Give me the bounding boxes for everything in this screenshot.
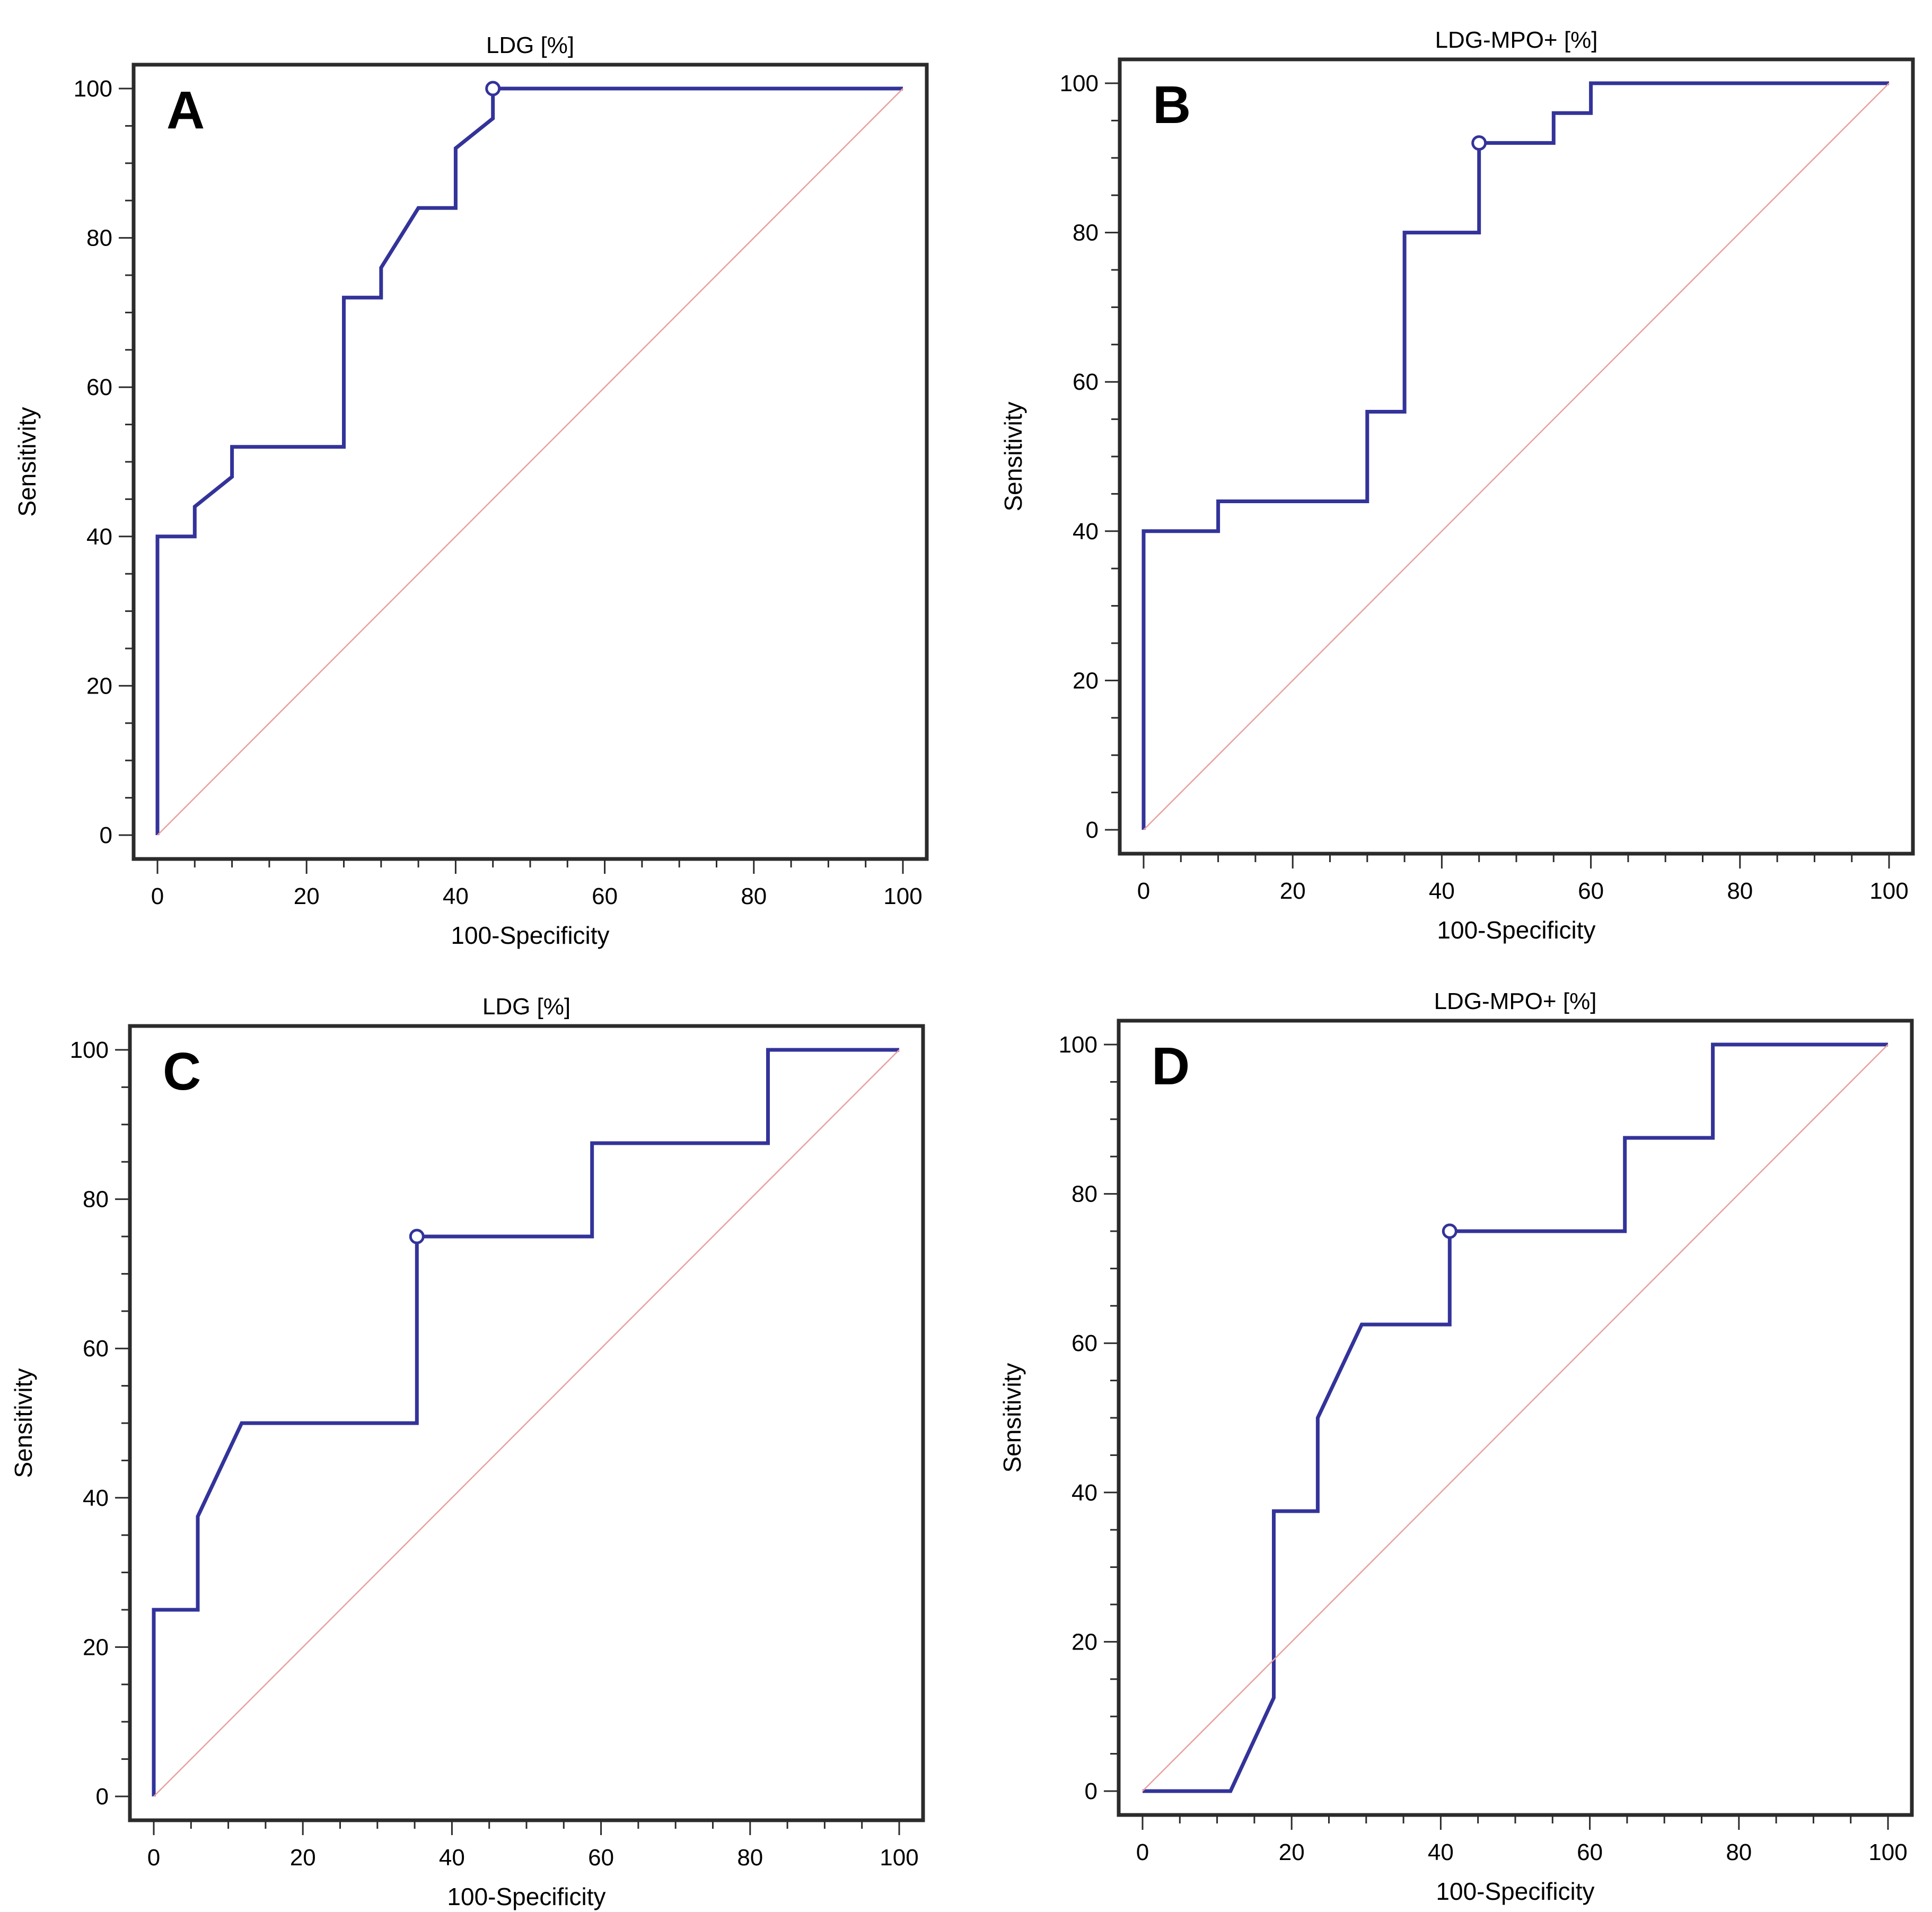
reference-diagonal-line	[1142, 1044, 1889, 1792]
x-tick-label: 20	[290, 1845, 316, 1871]
x-tick-label: 0	[1137, 878, 1150, 904]
y-tick-label: 60	[1072, 1330, 1097, 1356]
reference-diagonal-line	[157, 88, 903, 836]
roc-curve-line	[1143, 1042, 1888, 1793]
x-tick-label: 60	[1578, 878, 1604, 904]
chart-title: LDG [%]	[486, 32, 574, 58]
y-axis-label: Sensitivity	[998, 1363, 1026, 1472]
y-tick-label: 100	[74, 76, 112, 102]
panel-letter: A	[166, 81, 205, 140]
y-axis-label: Sensitivity	[13, 407, 41, 516]
y-tick-label: 20	[1072, 1629, 1097, 1655]
y-tick-label: 0	[96, 1784, 109, 1810]
y-tick-label: 0	[1085, 1778, 1097, 1804]
y-tick-label: 40	[1073, 519, 1099, 545]
x-tick-label: 40	[1429, 878, 1455, 904]
y-axis-label: Sensitivity	[999, 401, 1027, 511]
x-tick-label: 80	[1727, 878, 1753, 904]
cutoff-marker	[485, 81, 501, 97]
chart-title: LDG-MPO+ [%]	[1434, 988, 1597, 1014]
y-tick-label: 80	[86, 225, 112, 251]
roc-curve-line	[155, 86, 903, 835]
x-tick-label: 40	[443, 883, 469, 909]
x-tick-label: 80	[1726, 1839, 1752, 1865]
x-tick-label: 60	[592, 883, 618, 909]
x-tick-label: 40	[1428, 1839, 1454, 1865]
panel-a: LDG [%] A 0 20 40 60 80 100 0 20 40 60 80 100 100-Spec…	[13, 32, 929, 949]
y-tick-label: 0	[100, 822, 112, 848]
panel-d: LDG-MPO+ [%] D 0 20 40 60 80 100 0 20 40 60 80 100 100…	[998, 988, 1914, 1905]
panel-b: LDG-MPO+ [%] B 0 20 40 60 80 100 0 20 40 60 80 100 100…	[999, 27, 1915, 944]
x-tick-label: 100	[1868, 1839, 1907, 1865]
y-tick-label: 40	[83, 1485, 109, 1511]
panel-c: LDG [%] C 0 20 40 60 80 100 0 20 40 60 80 100 100-Spec…	[10, 994, 925, 1910]
x-tick-label: 80	[737, 1845, 763, 1871]
x-tick-label: 0	[147, 1845, 160, 1871]
x-tick-label: 20	[294, 883, 320, 909]
panel-letter: B	[1153, 75, 1191, 135]
y-tick-label: 40	[1072, 1480, 1097, 1506]
panel-letter: C	[163, 1042, 201, 1101]
y-tick-label: 0	[1086, 817, 1099, 843]
x-tick-label: 60	[588, 1845, 614, 1871]
y-tick-label: 100	[70, 1037, 109, 1063]
x-tick-label: 60	[1577, 1839, 1603, 1865]
chart-title: LDG [%]	[482, 994, 570, 1020]
y-tick-label: 40	[86, 524, 112, 550]
cutoff-marker	[409, 1229, 425, 1244]
y-tick-label: 80	[1072, 1181, 1097, 1207]
y-tick-label: 20	[86, 673, 112, 699]
cutoff-marker	[1471, 135, 1487, 151]
y-tick-label: 80	[1073, 220, 1099, 246]
x-tick-label: 0	[1136, 1839, 1149, 1865]
y-tick-label: 100	[1060, 71, 1099, 97]
y-tick-label: 80	[83, 1187, 109, 1213]
chart-title: LDG-MPO+ [%]	[1435, 27, 1598, 53]
x-tick-label: 20	[1279, 1839, 1305, 1865]
x-tick-label: 100	[1869, 878, 1908, 904]
y-tick-label: 60	[1073, 369, 1099, 395]
reference-diagonal-line	[153, 1049, 900, 1797]
y-tick-label: 60	[86, 374, 112, 400]
roc-curve-line	[152, 1048, 899, 1796]
x-tick-label: 20	[1280, 878, 1306, 904]
y-tick-label: 20	[1073, 668, 1099, 694]
x-tick-label: 100	[880, 1845, 918, 1871]
panel-letter: D	[1152, 1037, 1190, 1096]
x-axis-label: 100-Specificity	[1436, 1878, 1594, 1905]
x-axis-label: 100-Specificity	[447, 1883, 605, 1910]
reference-diagonal-line	[1143, 83, 1890, 830]
roc-curve-line	[1141, 81, 1889, 830]
x-tick-label: 100	[883, 883, 922, 909]
y-axis-label: Sensitivity	[10, 1368, 37, 1478]
x-tick-label: 0	[151, 883, 164, 909]
y-tick-label: 20	[83, 1634, 109, 1660]
y-tick-label: 100	[1059, 1032, 1097, 1058]
x-tick-label: 40	[439, 1845, 465, 1871]
x-axis-label: 100-Specificity	[1437, 916, 1595, 944]
cutoff-marker	[1442, 1223, 1457, 1239]
x-axis-label: 100-Specificity	[451, 922, 609, 949]
y-tick-label: 60	[83, 1336, 109, 1362]
x-tick-label: 80	[741, 883, 767, 909]
